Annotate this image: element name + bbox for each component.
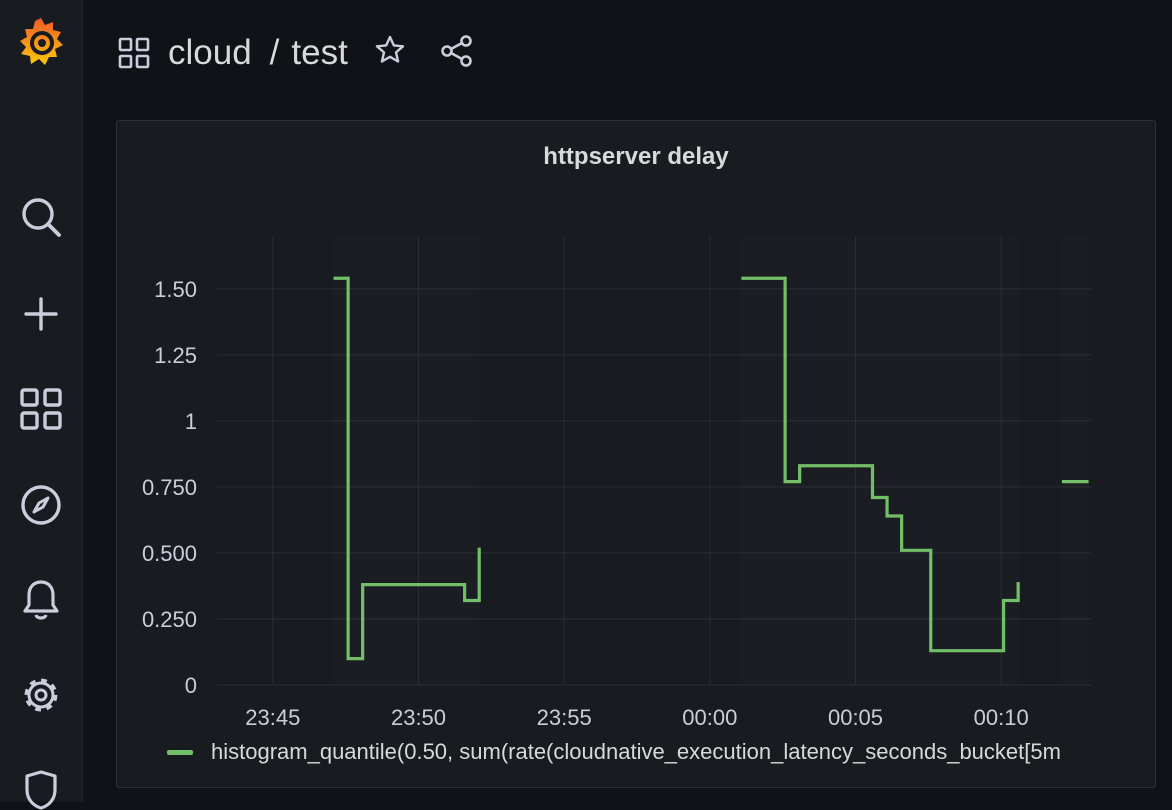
dashboard-header: cloud / test xyxy=(84,0,1172,110)
legend-swatch xyxy=(167,749,193,755)
breadcrumb-folder[interactable]: cloud xyxy=(168,33,252,72)
legend-label[interactable]: histogram_quantile(0.50, sum(rate(cloudn… xyxy=(211,739,1061,764)
star-icon[interactable] xyxy=(374,34,406,71)
breadcrumb: cloud / test xyxy=(118,33,348,73)
x-tick-label: 23:45 xyxy=(245,705,300,730)
legend: histogram_quantile(0.50, sum(rate(cloudn… xyxy=(167,739,1143,765)
series-range xyxy=(741,236,1018,685)
plus-icon[interactable] xyxy=(0,296,82,332)
dashboards-icon[interactable] xyxy=(0,388,82,430)
bell-icon[interactable] xyxy=(0,578,82,622)
y-tick-label: 0.500 xyxy=(142,541,197,566)
grafana-logo-icon[interactable] xyxy=(0,14,82,72)
y-tick-label: 1.50 xyxy=(154,277,197,302)
series-line xyxy=(333,276,481,661)
y-tick-label: 1.25 xyxy=(154,343,197,368)
breadcrumb-separator: / xyxy=(269,33,280,72)
x-tick-label: 00:00 xyxy=(682,705,737,730)
dashboard-title[interactable]: test xyxy=(291,33,348,72)
sidebar xyxy=(0,0,83,810)
y-tick-label: 0.750 xyxy=(142,475,197,500)
series-range xyxy=(334,236,480,685)
series-line xyxy=(741,276,1020,653)
y-tick-label: 0 xyxy=(185,673,197,698)
search-icon[interactable] xyxy=(0,196,82,238)
x-tick-label: 23:55 xyxy=(537,705,592,730)
x-tick-label: 00:05 xyxy=(828,705,883,730)
series-range xyxy=(1062,236,1089,685)
share-icon[interactable] xyxy=(440,34,474,73)
shield-icon[interactable] xyxy=(0,770,82,810)
dashboards-icon[interactable] xyxy=(118,37,150,69)
explore-compass-icon[interactable] xyxy=(0,484,82,526)
x-tick-label: 00:10 xyxy=(974,705,1029,730)
panel-title[interactable]: httpserver delay xyxy=(543,143,729,170)
y-tick-label: 1 xyxy=(185,409,197,434)
gear-icon[interactable] xyxy=(0,674,82,716)
x-tick-label: 23:50 xyxy=(391,705,446,730)
y-tick-label: 0.250 xyxy=(142,607,197,632)
chart-panel: httpserver delay 23:45 23:50 23:55 00:00 00:… xyxy=(116,120,1156,788)
chart-svg: 23:45 23:50 23:55 00:00 00:05 00:10 0 0.250 0.50… xyxy=(142,236,1091,730)
